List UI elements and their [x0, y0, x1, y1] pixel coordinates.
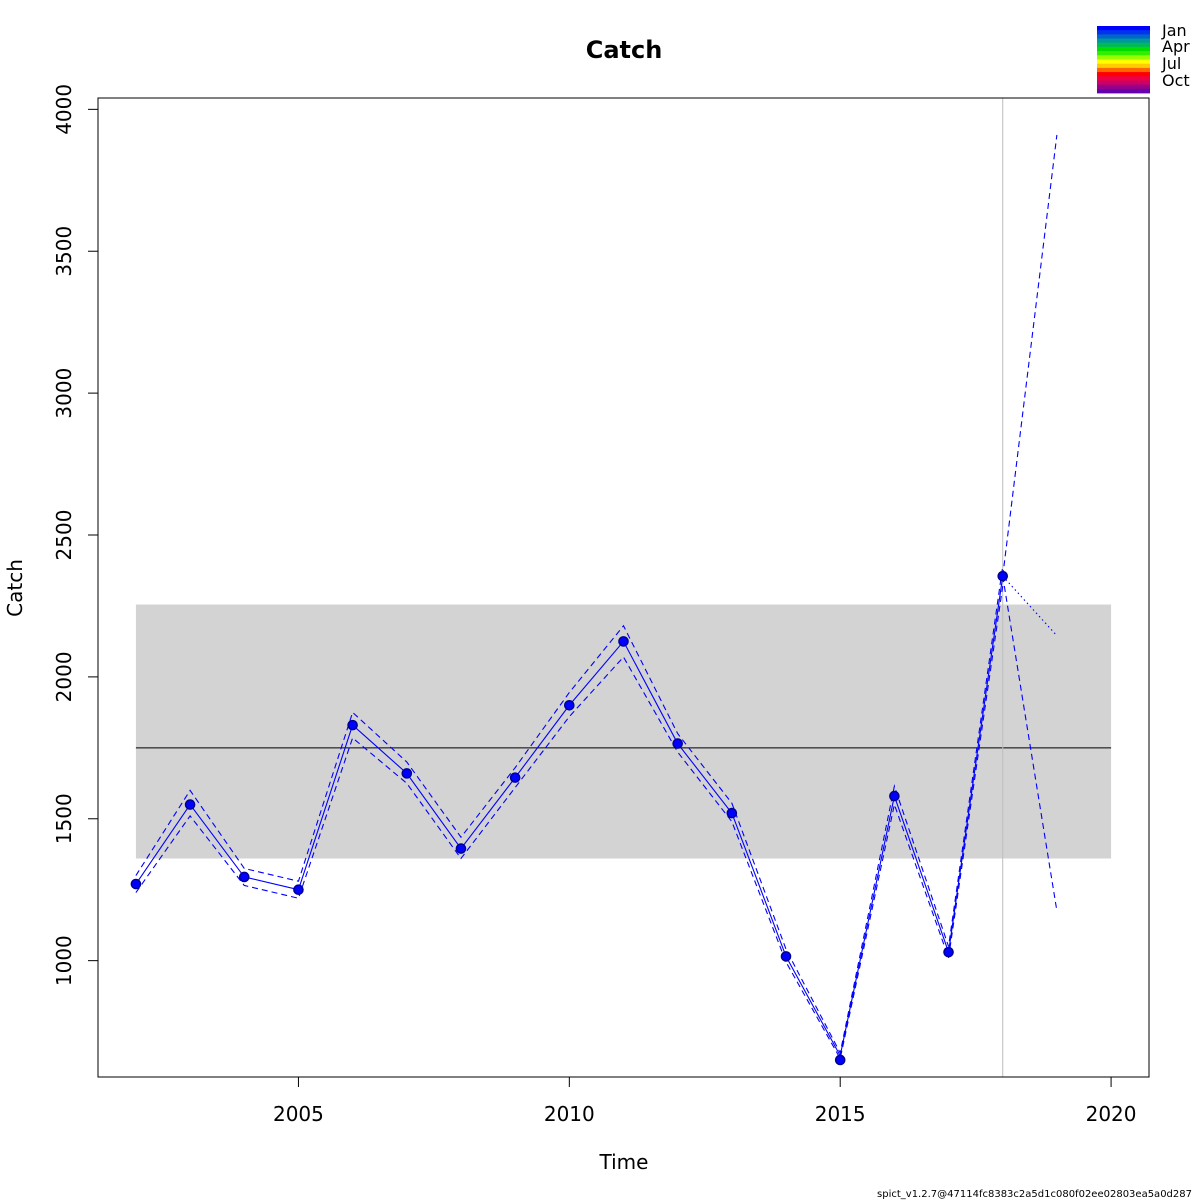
y-axis: 1000 1500 2000 2500 3000 3500 4000: [52, 84, 99, 986]
legend-color-swatch: [1097, 26, 1150, 31]
plot-series-layer: [135, 134, 1058, 1061]
x-axis: 2005 2010 2015 2020: [273, 1076, 1137, 1126]
observation-point: [238, 871, 250, 883]
reference-band: [135, 604, 1112, 859]
observation-point: [130, 878, 142, 890]
legend-color-swatch: [1097, 30, 1150, 35]
plot-frame: [97, 97, 1150, 1078]
y-tick-label: 2000: [52, 651, 76, 702]
legend-label: Oct: [1162, 71, 1190, 90]
observation-point: [834, 1054, 846, 1066]
observation-point: [726, 807, 738, 819]
y-tick-label: 3000: [52, 368, 76, 419]
observation-point: [889, 790, 900, 802]
x-tick-label: 2015: [815, 1102, 866, 1126]
legend-color-swatch: [1097, 51, 1150, 56]
legend-color-swatch: [1097, 55, 1150, 60]
plot-observation-layer: [130, 570, 1009, 1066]
legend-color-swatch: [1097, 63, 1150, 69]
y-tick-label: 3500: [52, 226, 76, 277]
y-tick-label: 1500: [52, 793, 76, 844]
legend-color-swatch: [1097, 72, 1150, 77]
observation-point: [293, 884, 304, 896]
legend-color-swatch: [1097, 67, 1150, 73]
observation-point: [455, 843, 467, 854]
observation-point: [780, 951, 792, 962]
observation-point: [184, 799, 196, 810]
x-tick-label: 2010: [544, 1102, 595, 1126]
chart-title: Catch: [586, 36, 663, 64]
legend-label: Apr: [1162, 37, 1190, 56]
x-tick-label: 2020: [1086, 1102, 1137, 1126]
y-tick-label: 4000: [52, 84, 76, 135]
legend-label: Jan: [1161, 21, 1187, 40]
observation-point: [401, 768, 413, 779]
observation-point: [509, 772, 521, 783]
observation-point: [618, 636, 629, 647]
observation-point: [672, 738, 683, 749]
y-tick-label: 2500: [52, 510, 76, 561]
legend-color-swatch: [1097, 46, 1150, 52]
series-line-lower-ci: [135, 586, 1004, 1061]
series-line-upper-ci: [135, 566, 1004, 1055]
legend-color-swatch: [1097, 80, 1150, 86]
series-line-forecast-upper-ci: [1002, 134, 1058, 577]
y-tick-label: 1000: [52, 935, 76, 986]
series-line-forecast-lower-ci: [1002, 576, 1058, 912]
footer-version-text: spict_v1.2.7@47114fc8383c2a5d1c080f02ee0…: [877, 1189, 1192, 1200]
observation-point: [564, 699, 575, 711]
legend-color-swatch: [1097, 59, 1150, 65]
observation-point: [943, 946, 954, 958]
y-axis-label: Catch: [3, 559, 27, 617]
legend-label: Jul: [1161, 54, 1181, 73]
observation-point: [347, 719, 358, 731]
legend-color-swatch: [1097, 76, 1150, 81]
legend-color-swatch: [1097, 42, 1150, 48]
observation-point: [997, 570, 1009, 582]
legend-color-swatch: [1097, 84, 1150, 90]
legend-color-swatch: [1097, 38, 1150, 44]
x-tick-label: 2005: [273, 1102, 324, 1126]
legend-color-swatch: [1097, 88, 1150, 94]
plot-background-layer: [135, 98, 1112, 1077]
x-axis-label: Time: [599, 1150, 649, 1174]
legend-color-swatch: [1097, 34, 1150, 39]
